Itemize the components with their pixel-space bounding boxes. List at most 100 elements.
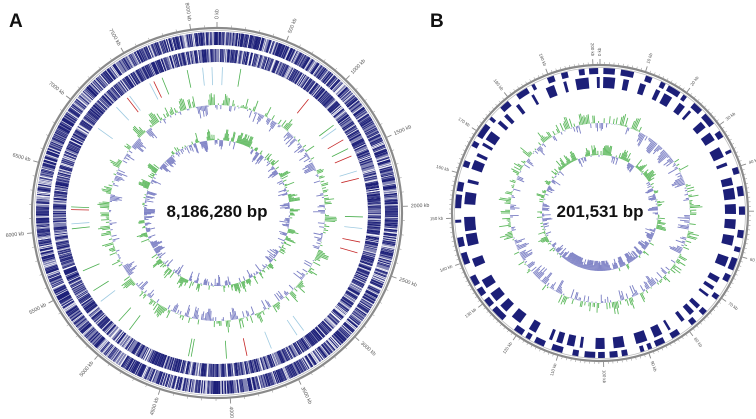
- panel-a-reverse-cds-gene: [366, 233, 380, 236]
- panel-a-scale-tick-label: 7000 kb: [47, 81, 65, 97]
- panel-a-forward-cds-gene: [375, 267, 389, 273]
- panel-a-forward-cds-gene: [250, 35, 254, 49]
- panel-b-gc-content-value: [660, 267, 668, 274]
- panel-a-gc-content-value: [153, 303, 159, 311]
- panel-b-scale-tick-label: 180 kb: [492, 78, 504, 92]
- panel-b-gc-content-value: [633, 118, 640, 130]
- panel-a-gc-content-value: [277, 301, 281, 305]
- panel-a-gc-content-value: [230, 105, 232, 112]
- panel-a-gc-skew-value: [238, 277, 241, 283]
- panel-a-gc-content-value: [304, 152, 307, 155]
- panel-a-forward-cds-gene: [139, 49, 146, 62]
- panel-a-gc-content-value: [253, 100, 259, 112]
- panel-a-rna-rna-gene: [327, 139, 344, 150]
- panel-a-forward-cds-gene: [178, 377, 182, 390]
- panel-a-forward-cds-gene: [266, 40, 272, 53]
- panel-a-gc-content-value: [99, 205, 110, 207]
- panel-a-forward-cds-gene: [59, 122, 72, 130]
- panel-a-gc-skew-value: [287, 230, 299, 235]
- panel-a-forward-cds-gene: [125, 358, 134, 370]
- panel-a-gc-content-value: [314, 259, 317, 261]
- panel-a-reverse-cds-gene: [58, 252, 72, 257]
- panel-a-gc-content-value: [273, 304, 276, 308]
- panel-a-reverse-cds-gene: [299, 339, 307, 351]
- panel-a-forward-cds-gene: [65, 113, 77, 122]
- panel-a-gc-skew-value: [181, 146, 184, 149]
- panel-a-reverse-cds-gene: [171, 358, 176, 371]
- panel-a-reverse-cds-gene: [358, 266, 371, 272]
- panel-b-scale-tick-label: 170 kb: [457, 116, 471, 128]
- panel-b-scale-minor-tick: [456, 259, 459, 261]
- panel-a-forward-cds-gene: [356, 306, 368, 315]
- panel-a-gc-content-value: [113, 173, 117, 176]
- panel-a-gc-content-value: [225, 320, 228, 327]
- panel-a-gc-content-value: [321, 183, 329, 187]
- panel-a-gc-skew-value: [281, 175, 288, 180]
- panel-a-forward-cds-gene: [49, 276, 62, 283]
- panel-a-forward-cds-gene: [167, 38, 172, 52]
- panel-a-reverse-cds-gene: [313, 86, 323, 98]
- panel-a-gc-content-value: [118, 256, 120, 258]
- panel-a-forward-cds-gene: [337, 86, 348, 97]
- panel-a-reverse-cds-gene: [54, 189, 68, 192]
- panel-a-reverse-cds-gene: [324, 318, 335, 328]
- panel-a-gc-content-value: [226, 97, 229, 106]
- panel-b-gc-content-value: [639, 293, 645, 303]
- panel-a-forward-cds-gene: [39, 176, 53, 180]
- panel-a-forward-cds-gene: [144, 47, 150, 60]
- panel-a-forward-cds-gene: [48, 274, 61, 280]
- panel-a-forward-cds-gene: [252, 36, 256, 49]
- panel-a-gc-skew-value: [279, 170, 288, 177]
- panel-a-gc-content-value: [210, 310, 212, 321]
- panel-a-forward-cds-gene: [56, 290, 69, 298]
- panel-b-forward-cds-gene: [584, 351, 596, 358]
- panel-b-reverse-cds-gene: [481, 274, 496, 289]
- panel-b-gc-content-value: [579, 297, 582, 301]
- panel-a-forward-cds-gene: [321, 70, 330, 82]
- panel-b-scale-major-tick: [555, 355, 559, 361]
- panel-a-reverse-cds-gene: [365, 185, 379, 189]
- panel-a-gc-content-value: [304, 149, 307, 151]
- panel-a-forward-cds-gene: [353, 107, 365, 116]
- panel-a-gc-skew-value: [158, 252, 166, 258]
- panel-a-gc-skew-value: [200, 141, 203, 149]
- panel-a-gc-content-value: [246, 106, 248, 110]
- panel-a-reverse-cds-gene: [53, 196, 67, 199]
- panel-a-gc-skew-value: [286, 190, 289, 192]
- panel-a-forward-cds-gene: [36, 230, 50, 233]
- panel-a-reverse-cds-gene: [276, 62, 282, 75]
- panel-a-reverse-cds-gene: [228, 49, 231, 63]
- panel-a-reverse-cds-gene: [62, 263, 76, 269]
- panel-a-scale-tick-label: 4500 kb: [149, 397, 160, 417]
- panel-a-gc-content-value: [117, 259, 120, 262]
- panel-a-forward-cds-gene: [107, 68, 116, 80]
- panel-a-gc-skew-value: [138, 221, 145, 223]
- panel-a-forward-cds-gene: [36, 223, 50, 226]
- panel-a-reverse-cds-gene: [239, 362, 243, 376]
- panel-a-reverse-cds-gene: [108, 325, 118, 337]
- panel-a-reverse-cds-gene: [356, 149, 369, 156]
- panel-b-reverse-cds-gene: [490, 287, 505, 302]
- panel-a-gc-content-value: [159, 121, 162, 124]
- panel-a-forward-cds-gene: [36, 219, 50, 221]
- panel-a-reverse-cds-gene: [155, 352, 161, 366]
- panel-b-gc-content-value: [499, 224, 511, 228]
- panel-a-forward-cds-gene: [379, 254, 393, 259]
- panel-a-scale-minor-tick: [58, 312, 61, 315]
- panel-a-reverse-cds-gene: [114, 330, 123, 342]
- panel-a-gc-content-value: [248, 108, 251, 111]
- panel-b-gc-content-value: [676, 259, 686, 267]
- panel-a-gc-skew-value: [154, 245, 162, 251]
- panel-a-gc-content-value: [143, 293, 146, 297]
- panel-a-reverse-cds-gene: [314, 327, 324, 338]
- panel-a-forward-cds-gene: [316, 66, 325, 78]
- panel-a-reverse-cds-gene: [151, 351, 157, 364]
- panel-a-gc-content-value: [112, 164, 120, 168]
- panel-a-gc-content-value: [139, 291, 144, 297]
- panel-a-gc-content-value: [135, 282, 139, 285]
- panel-a-gc-skew-value: [148, 163, 159, 171]
- panel-a-forward-cds-gene: [42, 162, 56, 168]
- panel-a-reverse-cds-gene: [229, 363, 232, 377]
- panel-a-gc-content-value: [241, 318, 245, 328]
- panel-b-scale-tick-label: 110 kb: [549, 362, 558, 376]
